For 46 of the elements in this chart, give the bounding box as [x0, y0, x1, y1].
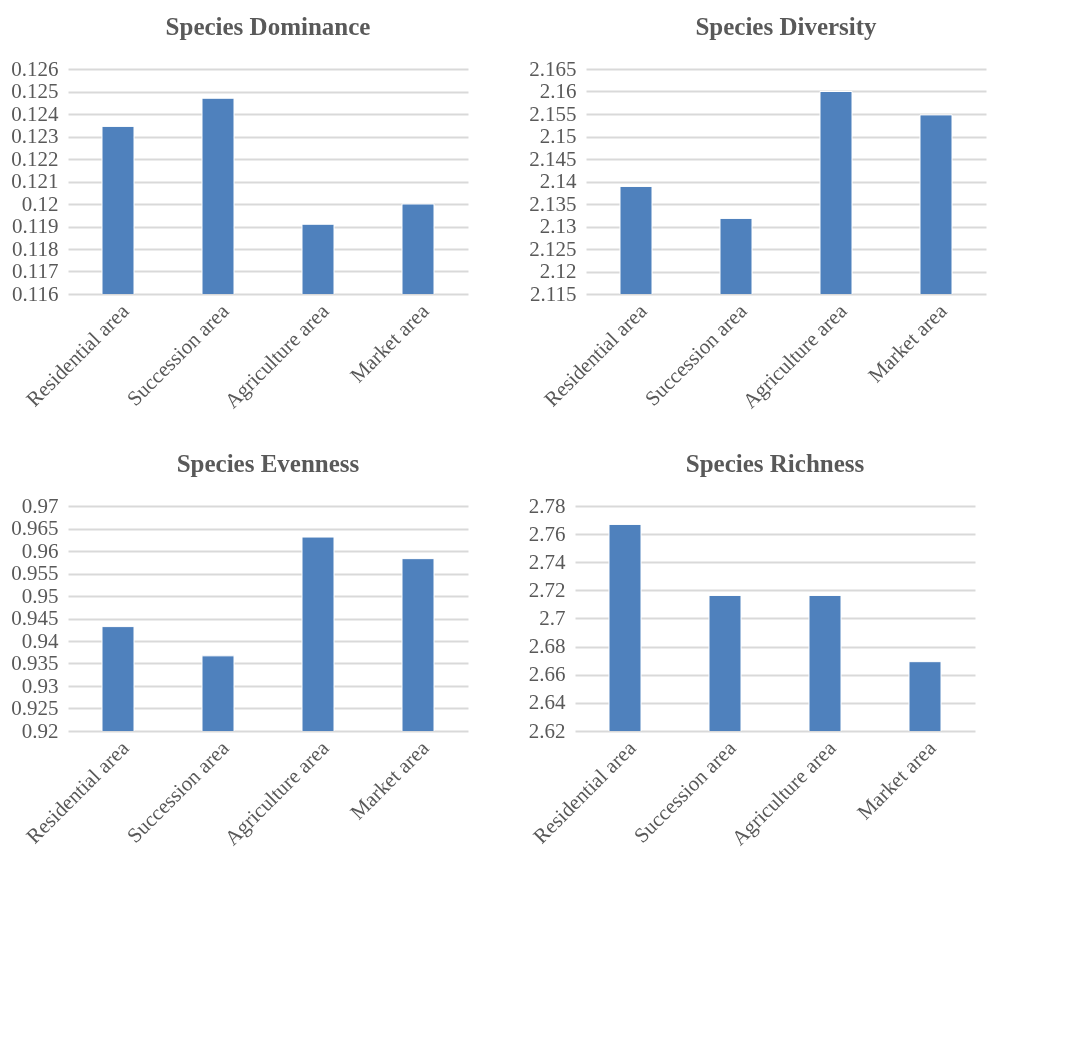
chart-title: Species Evenness — [176, 450, 360, 477]
y-tick-label: 0.118 — [12, 236, 59, 261]
y-tick-label: 0.124 — [11, 101, 59, 126]
y-tick-label: 2.15 — [539, 124, 577, 148]
y-tick-label: 0.126 — [11, 56, 59, 81]
y-tick-label: 2.76 — [528, 521, 566, 546]
y-tick-label: 2.135 — [529, 191, 577, 216]
y-tick-label: 0.92 — [21, 718, 59, 743]
y-tick-label: 2.64 — [528, 690, 566, 715]
y-tick-label: 2.16 — [539, 79, 577, 103]
y-tick-label: 0.116 — [12, 281, 59, 306]
chart-title: Species Richness — [685, 450, 865, 477]
y-tick-label: 2.7 — [539, 606, 566, 630]
y-tick-label: 0.93 — [21, 673, 59, 698]
chart-title: Species Diversity — [695, 13, 878, 40]
y-tick-label: 2.74 — [528, 549, 566, 574]
y-tick-label: 0.925 — [11, 696, 59, 720]
y-tick-label: 2.68 — [528, 634, 566, 659]
y-tick-label: 0.955 — [11, 561, 59, 585]
y-tick-label: 0.96 — [21, 538, 59, 563]
y-tick-label: 2.72 — [528, 577, 566, 602]
y-tick-label: 2.125 — [529, 236, 577, 261]
y-tick-label: 0.12 — [21, 191, 59, 216]
y-tick-label: 0.94 — [21, 628, 59, 653]
y-tick-label: 2.14 — [539, 169, 577, 193]
y-tick-label: 2.13 — [539, 214, 577, 238]
y-tick-label: 0.965 — [11, 516, 59, 540]
y-tick-label: 2.115 — [530, 281, 577, 306]
y-tick-label: 2.155 — [529, 101, 577, 126]
y-tick-label: 0.97 — [21, 493, 59, 518]
y-tick-label: 2.78 — [528, 493, 566, 518]
y-tick-label: 0.122 — [11, 146, 59, 171]
y-tick-label: 2.66 — [528, 662, 566, 687]
y-tick-label: 0.119 — [12, 214, 59, 238]
y-tick-label: 0.935 — [11, 651, 59, 675]
y-tick-label: 2.12 — [539, 259, 577, 283]
y-tick-label: 2.145 — [529, 146, 577, 171]
y-tick-label: 0.121 — [11, 169, 59, 193]
y-tick-label: 0.123 — [11, 124, 59, 148]
chart-title: Species Dominance — [165, 13, 371, 40]
y-tick-label: 2.62 — [528, 718, 566, 743]
y-tick-label: 0.95 — [21, 583, 59, 608]
y-tick-label: 0.125 — [11, 79, 59, 103]
y-tick-label: 0.117 — [12, 259, 59, 283]
y-tick-label: 0.945 — [11, 606, 59, 630]
y-tick-label: 2.165 — [529, 56, 577, 81]
